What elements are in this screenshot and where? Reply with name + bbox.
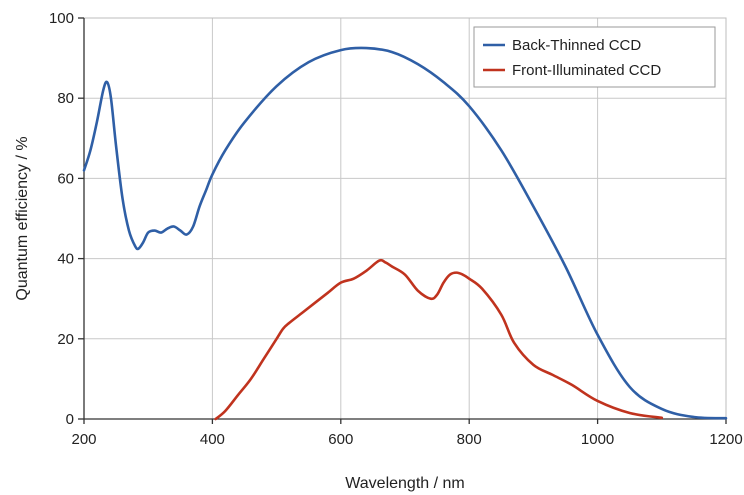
series-line-front-illuminated [214,258,664,421]
y-tick-label: 0 [66,411,74,428]
x-tick-label: 1200 [709,431,742,448]
axes [78,17,727,424]
legend-box [473,26,716,88]
x-tick-label: 800 [457,431,482,448]
legend-label-back-thinned: Back-Thinned CCD [512,37,641,54]
x-tick-label: 1000 [581,431,614,448]
y-tick-label: 60 [57,170,74,187]
y-tick-label: 40 [57,251,74,268]
x-tick-label: 400 [200,431,225,448]
x-axis-title: Wavelength / nm [345,475,464,492]
tick-labels: 200 400 600 800 1000 1200 0 20 40 60 80 100 [49,10,743,448]
x-tick-label: 600 [328,431,353,448]
y-axis-title: Quantum efficiency / % [14,136,31,300]
x-tick-label: 200 [71,431,96,448]
series-line-back-thinned [82,46,728,420]
y-tick-label: 20 [57,331,74,348]
series-lines [82,46,728,421]
legend: Back-Thinned CCD Front-Illuminated CCD [473,26,716,88]
y-tick-label: 100 [49,10,74,27]
legend-label-front-illuminated: Front-Illuminated CCD [512,62,661,79]
y-tick-label: 80 [57,90,74,107]
